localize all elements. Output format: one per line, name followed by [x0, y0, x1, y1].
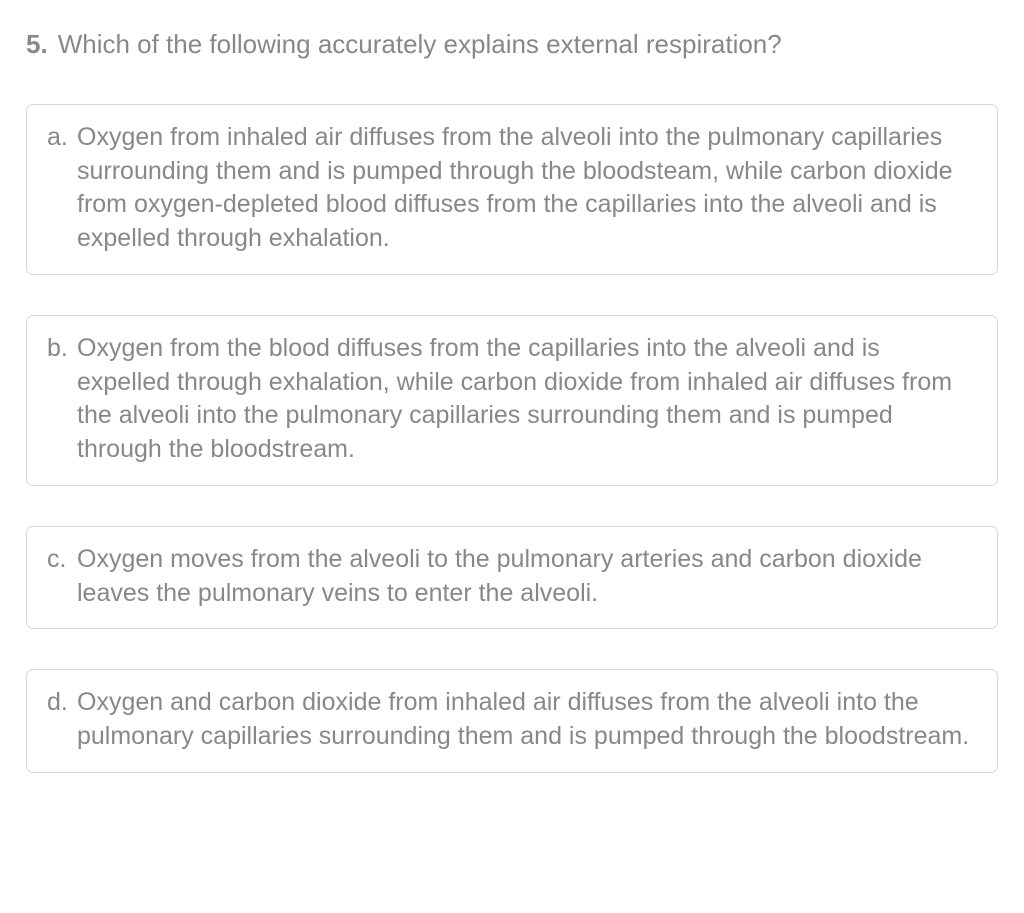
option-text: Oxygen moves from the alveoli to the pul… [77, 543, 977, 611]
option-a[interactable]: a. Oxygen from inhaled air diffuses from… [26, 104, 998, 275]
option-letter: a. [47, 123, 77, 152]
option-c[interactable]: c. Oxygen moves from the alveoli to the … [26, 526, 998, 630]
option-content: d. Oxygen and carbon dioxide from inhale… [47, 686, 977, 754]
option-content: c. Oxygen moves from the alveoli to the … [47, 543, 977, 611]
question-number: 5. [26, 29, 48, 60]
option-content: a. Oxygen from inhaled air diffuses from… [47, 121, 977, 256]
options-container: a. Oxygen from inhaled air diffuses from… [26, 104, 998, 773]
question-header: 5. Which of the following accurately exp… [26, 28, 998, 62]
option-d[interactable]: d. Oxygen and carbon dioxide from inhale… [26, 669, 998, 773]
option-letter: d. [47, 688, 77, 717]
question-text: Which of the following accurately explai… [58, 28, 782, 62]
option-b[interactable]: b. Oxygen from the blood diffuses from t… [26, 315, 998, 486]
option-text: Oxygen from inhaled air diffuses from th… [77, 121, 977, 256]
option-letter: b. [47, 334, 77, 363]
option-letter: c. [47, 545, 77, 574]
option-text: Oxygen from the blood diffuses from the … [77, 332, 977, 467]
option-content: b. Oxygen from the blood diffuses from t… [47, 332, 977, 467]
option-text: Oxygen and carbon dioxide from inhaled a… [77, 686, 977, 754]
